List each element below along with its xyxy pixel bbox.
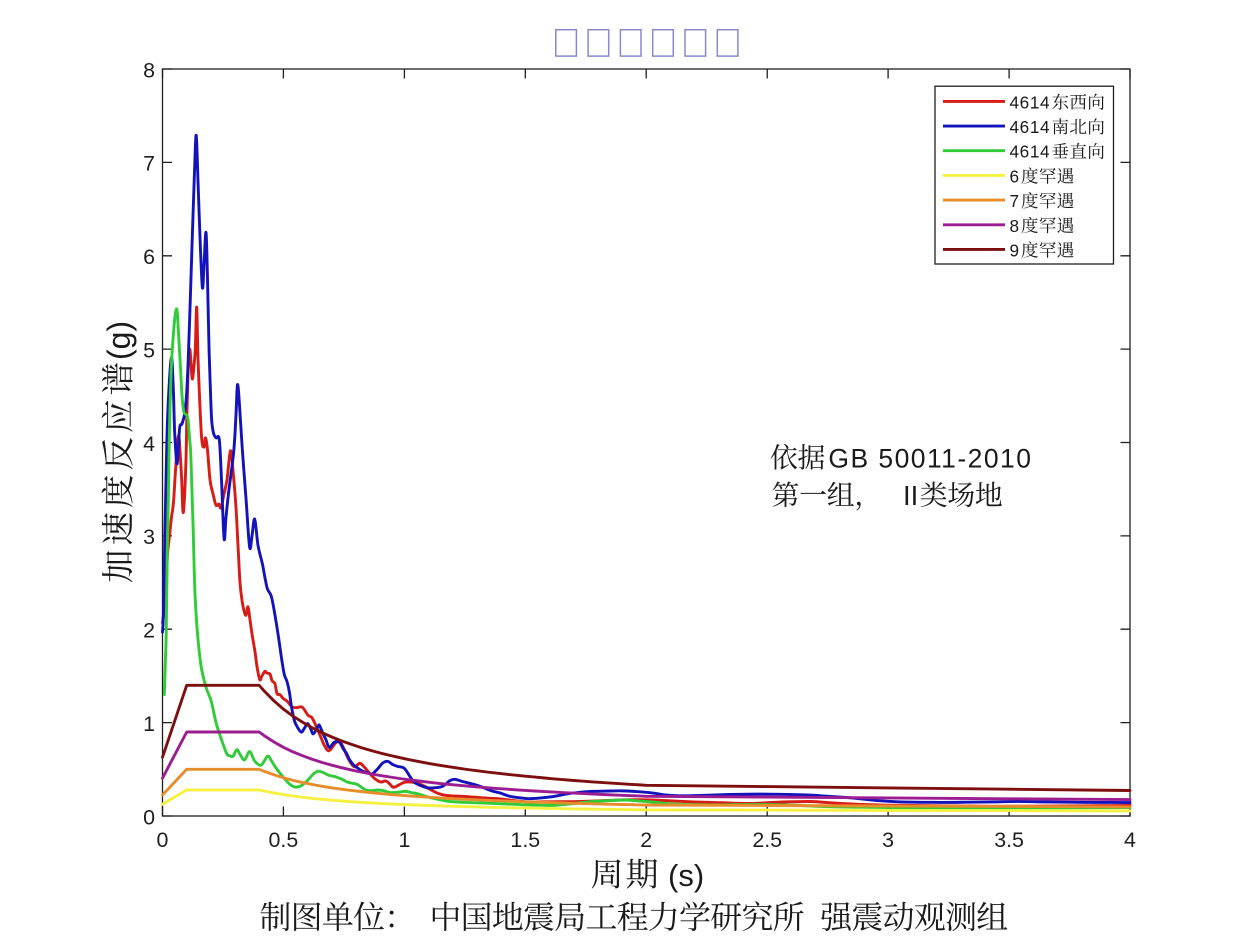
svg-text:6: 6 xyxy=(1010,166,1020,186)
svg-text:3: 3 xyxy=(143,525,155,549)
svg-text:II: II xyxy=(903,480,918,511)
svg-text:1.5: 1.5 xyxy=(510,828,540,852)
svg-text:4: 4 xyxy=(143,432,155,456)
svg-text:(s): (s) xyxy=(668,858,704,893)
svg-text:7: 7 xyxy=(143,152,155,176)
svg-text:5: 5 xyxy=(143,338,155,362)
svg-text:3.5: 3.5 xyxy=(994,828,1024,852)
svg-text:3: 3 xyxy=(882,828,894,852)
svg-text:4614: 4614 xyxy=(1010,142,1051,162)
svg-text:0: 0 xyxy=(143,805,155,829)
svg-text:0.5: 0.5 xyxy=(269,828,299,852)
svg-text:4614: 4614 xyxy=(1010,117,1051,137)
svg-text:1: 1 xyxy=(398,828,410,852)
svg-text:1: 1 xyxy=(143,712,155,736)
svg-text:(g): (g) xyxy=(101,321,137,360)
svg-text:0: 0 xyxy=(157,828,169,852)
svg-text:9: 9 xyxy=(1010,240,1020,260)
svg-text:2: 2 xyxy=(640,828,652,852)
svg-text:8: 8 xyxy=(1010,216,1020,236)
svg-text:4614: 4614 xyxy=(1010,92,1051,112)
svg-text:6: 6 xyxy=(143,245,155,269)
svg-text:GB 50011-2010: GB 50011-2010 xyxy=(828,444,1032,474)
svg-text:8: 8 xyxy=(143,58,155,82)
svg-text:4: 4 xyxy=(1124,828,1136,852)
svg-text:7: 7 xyxy=(1010,191,1020,211)
svg-text:2.5: 2.5 xyxy=(752,828,782,852)
svg-text:2: 2 xyxy=(143,619,155,643)
